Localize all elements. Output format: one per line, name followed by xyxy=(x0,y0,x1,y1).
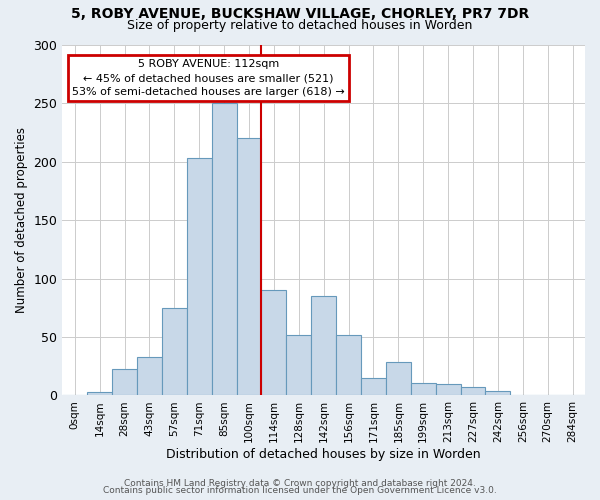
Bar xyxy=(311,296,336,396)
Text: Contains public sector information licensed under the Open Government Licence v3: Contains public sector information licen… xyxy=(103,486,497,495)
Y-axis label: Number of detached properties: Number of detached properties xyxy=(15,127,28,313)
Bar xyxy=(212,104,236,396)
Bar xyxy=(336,334,361,396)
Bar xyxy=(236,138,262,396)
Bar xyxy=(112,368,137,396)
Bar xyxy=(461,388,485,396)
Text: Size of property relative to detached houses in Worden: Size of property relative to detached ho… xyxy=(127,18,473,32)
Bar xyxy=(87,392,112,396)
Text: 5, ROBY AVENUE, BUCKSHAW VILLAGE, CHORLEY, PR7 7DR: 5, ROBY AVENUE, BUCKSHAW VILLAGE, CHORLE… xyxy=(71,8,529,22)
Bar xyxy=(137,357,162,396)
Bar xyxy=(262,290,286,396)
Bar xyxy=(286,334,311,396)
Bar xyxy=(187,158,212,396)
Text: Contains HM Land Registry data © Crown copyright and database right 2024.: Contains HM Land Registry data © Crown c… xyxy=(124,478,476,488)
Bar xyxy=(386,362,411,396)
Bar xyxy=(162,308,187,396)
Text: 5 ROBY AVENUE: 112sqm
← 45% of detached houses are smaller (521)
53% of semi-det: 5 ROBY AVENUE: 112sqm ← 45% of detached … xyxy=(72,59,345,97)
Bar xyxy=(485,391,511,396)
X-axis label: Distribution of detached houses by size in Worden: Distribution of detached houses by size … xyxy=(166,448,481,461)
Bar xyxy=(361,378,386,396)
Bar xyxy=(411,382,436,396)
Bar xyxy=(436,384,461,396)
